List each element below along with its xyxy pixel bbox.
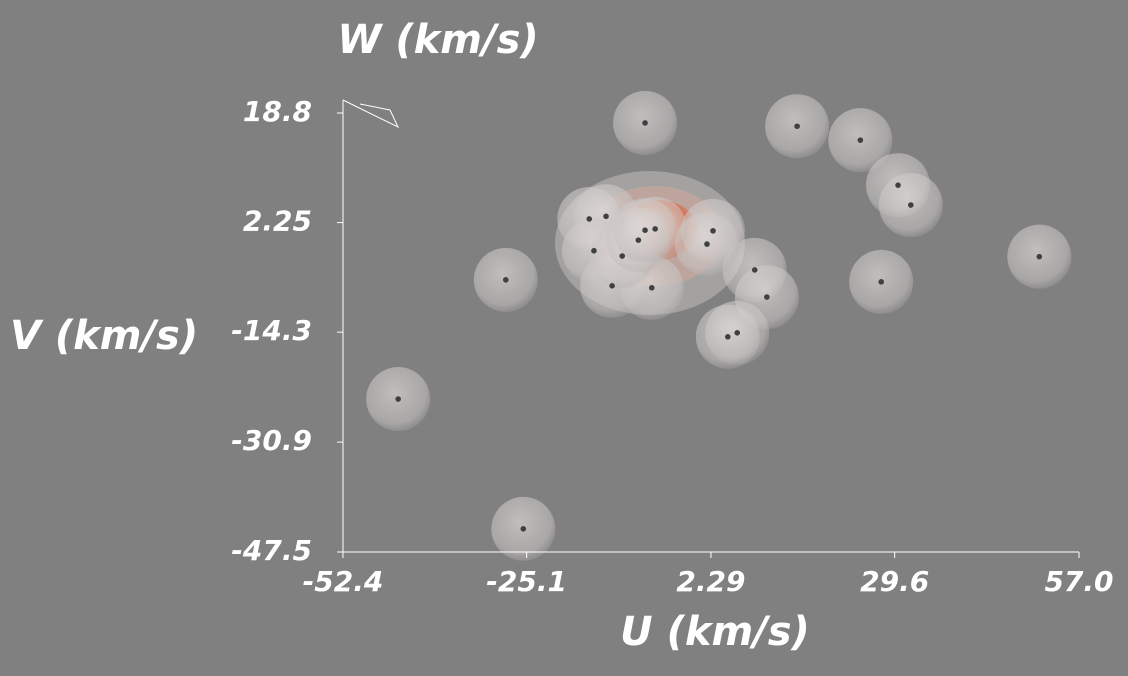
point xyxy=(619,253,625,259)
point xyxy=(734,330,741,336)
point xyxy=(648,285,655,291)
x-tick-label: 29.6 xyxy=(860,565,929,598)
point xyxy=(704,241,710,247)
point xyxy=(878,279,885,285)
x-tick-label: -52.4 xyxy=(303,565,384,598)
point xyxy=(503,277,509,283)
z-axis-title: W (km/s) xyxy=(337,17,538,63)
point xyxy=(725,334,731,340)
point xyxy=(751,267,758,273)
point xyxy=(642,120,648,126)
point xyxy=(591,247,597,254)
y-tick-label: -14.3 xyxy=(231,314,312,347)
point xyxy=(1036,253,1043,260)
point xyxy=(395,396,401,402)
y-axis-title: V (km/s) xyxy=(10,313,198,359)
point xyxy=(635,237,642,243)
point xyxy=(586,216,593,222)
x-tick-label: 2.29 xyxy=(676,565,745,598)
point xyxy=(520,526,527,532)
point xyxy=(908,202,914,208)
point xyxy=(794,123,800,130)
point xyxy=(642,227,648,233)
point xyxy=(603,213,609,220)
x-axis-title: U (km/s) xyxy=(620,609,810,655)
point xyxy=(895,182,901,188)
point xyxy=(764,294,770,300)
point xyxy=(652,226,658,232)
point xyxy=(857,137,864,143)
y-tick-label: -30.9 xyxy=(231,424,312,457)
y-tick-label: 2.25 xyxy=(243,205,312,238)
point xyxy=(710,228,716,234)
point xyxy=(609,283,615,289)
x-tick-label: 57.0 xyxy=(1044,565,1113,598)
x-tick-label: -25.1 xyxy=(486,565,567,598)
y-tick-label: -47.5 xyxy=(231,534,312,567)
z-axis xyxy=(342,99,400,129)
y-tick-label: 18.8 xyxy=(243,95,312,128)
